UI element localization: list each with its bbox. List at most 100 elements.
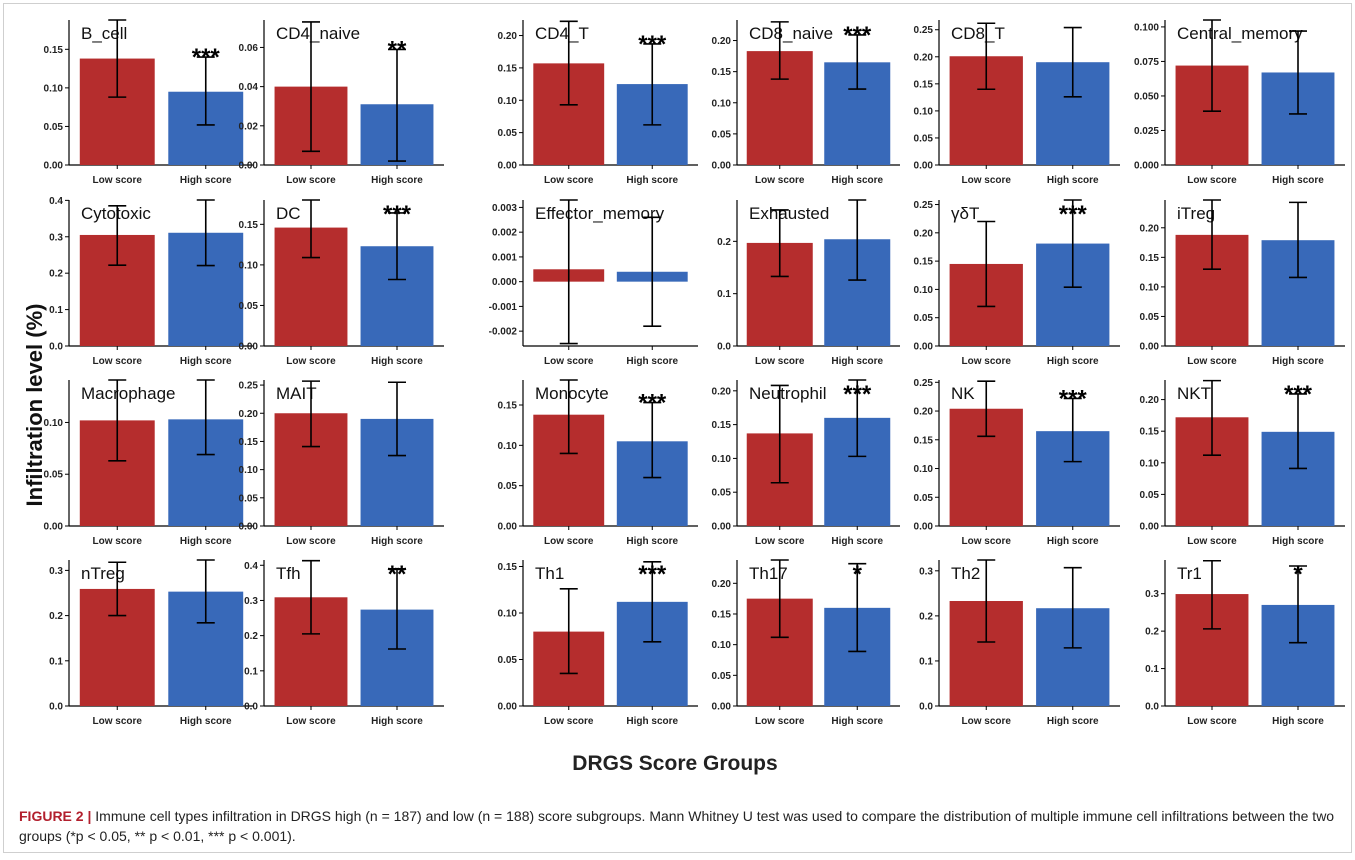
significance-marker: *** bbox=[843, 381, 872, 408]
panel-monocyte: Monocyte 0.00 0.05 0.10 0.15 Low score High sc… bbox=[498, 379, 698, 547]
y-tick-label: 0.15 bbox=[498, 63, 518, 74]
y-tick-label: 0.10 bbox=[498, 441, 518, 452]
panel-title: CD4_naive bbox=[276, 24, 360, 43]
x-tick-label: Low score bbox=[962, 716, 1012, 727]
x-tick-label: High score bbox=[1047, 175, 1099, 186]
y-tick-label: 0.06 bbox=[239, 43, 259, 54]
figure-ylabel: Infiltration level (%) bbox=[22, 304, 47, 507]
y-tick-label: 0.05 bbox=[1140, 312, 1160, 323]
y-tick-label: 0.3 bbox=[49, 566, 63, 577]
y-tick-label: 0.05 bbox=[1140, 490, 1160, 501]
y-tick-label: 0.1 bbox=[49, 305, 63, 316]
y-tick-label: 0.0 bbox=[49, 342, 63, 353]
y-tick-label: 0.10 bbox=[712, 98, 732, 109]
panel-tr1: Tr1 0.0 0.1 0.2 0.3 Low score High score * bbox=[1145, 559, 1345, 727]
y-tick-label: 0.000 bbox=[1134, 161, 1159, 172]
y-tick-label: 0.100 bbox=[1134, 22, 1159, 33]
x-tick-label: Low score bbox=[755, 175, 805, 186]
y-tick-label: 0.05 bbox=[239, 301, 259, 312]
y-tick-label: 0.15 bbox=[914, 435, 934, 446]
significance-marker: *** bbox=[383, 201, 412, 228]
y-tick-label: 0.10 bbox=[914, 106, 934, 117]
x-tick-label: Low score bbox=[286, 175, 336, 186]
x-tick-label: High score bbox=[1272, 356, 1324, 367]
significance-marker: *** bbox=[638, 561, 667, 588]
significance-marker: * bbox=[853, 561, 863, 588]
significance-marker: *** bbox=[1059, 201, 1088, 228]
panel-title: MAIT bbox=[276, 384, 317, 403]
y-tick-label: 0.00 bbox=[1140, 342, 1160, 353]
y-tick-label: 0.10 bbox=[44, 418, 64, 429]
x-tick-label: Low score bbox=[93, 356, 143, 367]
x-tick-label: Low score bbox=[962, 175, 1012, 186]
y-tick-label: 0.05 bbox=[914, 133, 934, 144]
panel-title: Th2 bbox=[951, 564, 980, 583]
y-tick-label: 0.1 bbox=[717, 289, 731, 300]
x-tick-label: High score bbox=[831, 716, 883, 727]
y-tick-label: 0.05 bbox=[498, 481, 518, 492]
y-tick-label: 0.075 bbox=[1134, 57, 1159, 68]
x-tick-label: Low score bbox=[544, 536, 594, 547]
y-tick-label: 0.20 bbox=[1140, 223, 1160, 234]
panel-title: iTreg bbox=[1177, 204, 1215, 223]
y-tick-label: 0.00 bbox=[44, 522, 64, 533]
y-tick-label: 0.15 bbox=[1140, 253, 1160, 264]
chart-figure: Infiltration level (%) DRGS Score Groups B… bbox=[22, 19, 1345, 775]
y-tick-label: 0.10 bbox=[1140, 458, 1160, 469]
x-tick-label: High score bbox=[371, 175, 423, 186]
y-tick-label: 0.20 bbox=[712, 36, 732, 47]
y-tick-label: 0.002 bbox=[492, 228, 517, 239]
x-tick-label: High score bbox=[371, 536, 423, 547]
y-tick-label: 0.00 bbox=[239, 522, 259, 533]
panel-title: Effector_memory bbox=[535, 204, 665, 223]
y-tick-label: 0.0 bbox=[717, 342, 731, 353]
y-tick-label: 0.3 bbox=[49, 232, 63, 243]
panel-cd8-t: CD8_T 0.00 0.05 0.10 0.15 0.20 0.25 Low score Hi… bbox=[914, 20, 1120, 186]
panel-dc: DC 0.00 0.05 0.10 0.15 Low score High score *** bbox=[239, 199, 444, 367]
y-tick-label: 0.00 bbox=[712, 161, 732, 172]
y-tick-label: 0.00 bbox=[498, 161, 518, 172]
panel-title: CD8_T bbox=[951, 24, 1005, 43]
y-tick-label: 0.15 bbox=[1140, 427, 1160, 438]
y-tick-label: 0.20 bbox=[498, 31, 518, 42]
y-tick-label: 0.05 bbox=[44, 122, 64, 133]
x-tick-label: High score bbox=[1047, 356, 1099, 367]
panel-cd8-naive: CD8_naive 0.00 0.05 0.10 0.15 0.20 Low score Hi… bbox=[712, 20, 900, 186]
panel-title: nTreg bbox=[81, 564, 125, 583]
y-tick-label: 0.10 bbox=[239, 465, 259, 476]
x-tick-label: Low score bbox=[544, 716, 594, 727]
y-tick-label: 0.00 bbox=[914, 161, 934, 172]
significance-marker: *** bbox=[1059, 385, 1088, 412]
y-tick-label: 0.05 bbox=[712, 129, 732, 140]
x-tick-label: Low score bbox=[286, 536, 336, 547]
y-tick-label: 0.05 bbox=[914, 493, 934, 504]
y-tick-label: 0.05 bbox=[498, 128, 518, 139]
panel-title: Cytotoxic bbox=[81, 204, 151, 223]
panel-title: Th1 bbox=[535, 564, 564, 583]
significance-marker: *** bbox=[843, 22, 872, 49]
x-tick-label: High score bbox=[180, 356, 232, 367]
panel-th1: Th1 0.00 0.05 0.10 0.15 Low score High score **… bbox=[498, 560, 698, 727]
y-tick-label: 0.00 bbox=[498, 522, 518, 533]
panel-exhausted: Exhausted 0.0 0.1 0.2 Low score High score bbox=[717, 199, 900, 367]
y-tick-label: 0.10 bbox=[914, 464, 934, 475]
y-tick-label: 0.2 bbox=[49, 611, 63, 622]
y-tick-label: 0.2 bbox=[244, 631, 258, 642]
figure-xlabel: DRGS Score Groups bbox=[572, 752, 777, 775]
y-tick-label: 0.15 bbox=[712, 420, 732, 431]
y-tick-label: 0.20 bbox=[914, 407, 934, 418]
significance-marker: *** bbox=[638, 31, 667, 58]
y-tick-label: 0.00 bbox=[239, 161, 259, 172]
x-tick-label: High score bbox=[626, 536, 678, 547]
y-tick-label: 0.25 bbox=[914, 25, 934, 36]
y-tick-label: 0.001 bbox=[492, 252, 517, 263]
y-tick-label: 0.1 bbox=[49, 656, 63, 667]
x-tick-label: High score bbox=[626, 716, 678, 727]
y-tick-label: 0.10 bbox=[712, 640, 732, 651]
y-tick-label: 0.25 bbox=[239, 381, 259, 392]
panel-tfh: Tfh 0.0 0.1 0.2 0.3 0.4 Low score High score ** bbox=[244, 559, 444, 727]
y-tick-label: 0.4 bbox=[49, 196, 63, 207]
x-tick-label: High score bbox=[831, 175, 883, 186]
y-tick-label: 0.0 bbox=[49, 702, 63, 713]
y-tick-label: 0.15 bbox=[914, 257, 934, 268]
